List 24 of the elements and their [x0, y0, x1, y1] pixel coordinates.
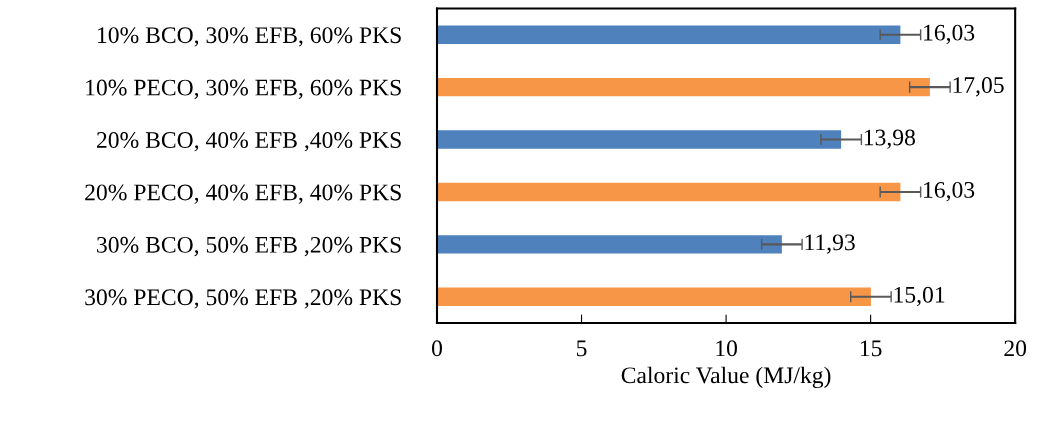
bar [437, 77, 930, 97]
bar [437, 130, 842, 149]
x-tick-label: 15 [860, 340, 882, 357]
bar [437, 182, 901, 202]
data-label: 16,03 [924, 181, 975, 202]
y-tick-label: 20% BCO, 40% EFB ,40% PKS [97, 132, 401, 152]
x-tick-label: 0 [432, 340, 442, 357]
y-tick-label: 10% BCO, 30% EFB, 60% PKS [98, 27, 401, 47]
y-tick-label: 10% PECO, 30% EFB, 60% PKS [86, 79, 401, 99]
x-tick-label: 10 [716, 340, 737, 357]
y-tick-label: 30% BCO, 50% EFB ,20% PKS [97, 236, 401, 257]
x-tick-label: 20 [1004, 340, 1027, 357]
x-axis-title: Caloric Value (MJ/kg) [621, 366, 831, 389]
y-tick-label: 20% PECO, 40% EFB, 40% PKS [85, 184, 401, 204]
data-label: 16,03 [924, 24, 975, 45]
x-tick-label: 5 [577, 340, 587, 357]
bar [437, 287, 871, 306]
data-label: 13,98 [864, 129, 915, 149]
y-tick-label: 30% PECO, 50% EFB ,20% PKS [85, 289, 401, 309]
data-label: 17,05 [953, 77, 1004, 97]
data-label: 11,93 [805, 234, 855, 254]
data-label: 15,01 [894, 286, 945, 307]
bar [437, 25, 901, 44]
bar [437, 235, 782, 254]
